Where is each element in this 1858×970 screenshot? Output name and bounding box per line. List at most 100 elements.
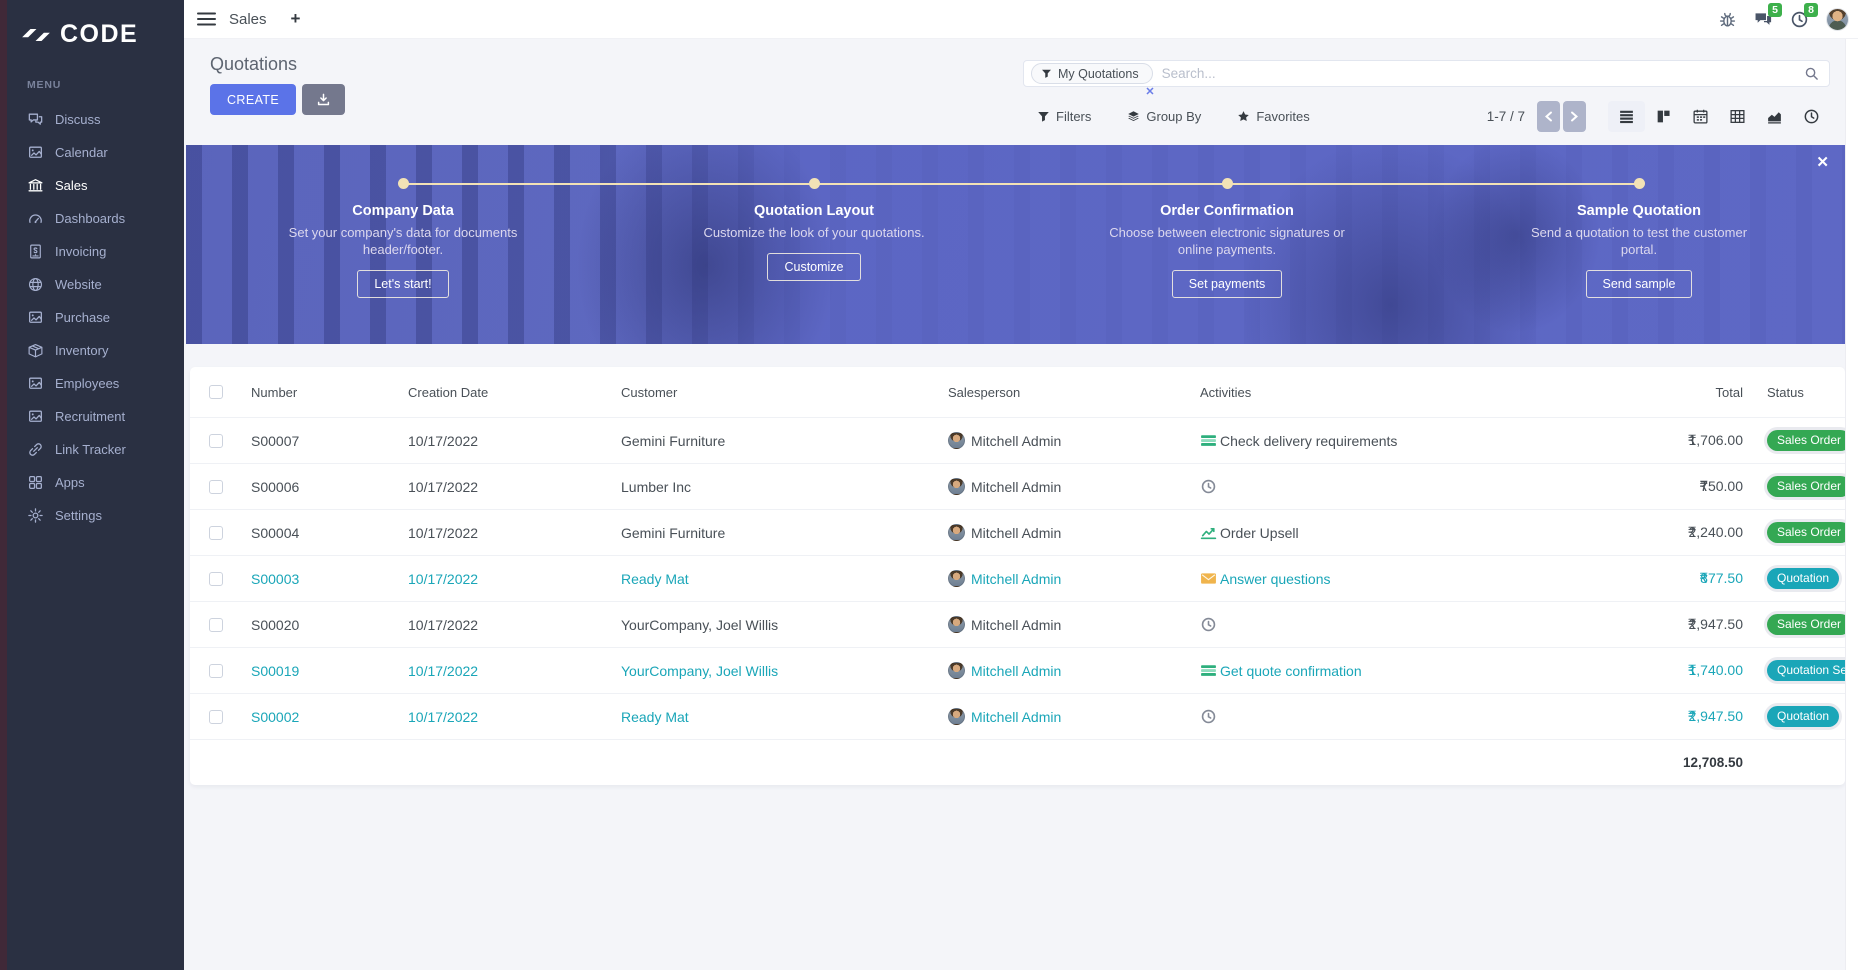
footer-total-sum: 12,708.50 (1682, 755, 1743, 770)
row-checkbox[interactable] (209, 663, 223, 678)
messages-icon (1754, 10, 1773, 29)
row-status-cell: Sales Order (1745, 430, 1845, 451)
topbar-app-title[interactable]: Sales (229, 10, 267, 28)
pivot-view-icon[interactable] (1719, 101, 1756, 132)
user-avatar[interactable] (1826, 7, 1849, 31)
layers-icon (1127, 110, 1140, 123)
add-tab-button[interactable]: + (290, 9, 301, 28)
banner-close-button[interactable]: ✕ (1816, 154, 1829, 171)
favorites-button[interactable]: Favorites (1237, 109, 1310, 124)
create-button[interactable]: CREATE (210, 84, 297, 115)
step-title: Quotation Layout (753, 203, 874, 219)
row-customer-cell: Ready Mat (621, 708, 689, 725)
sidebar-item-sales[interactable]: Sales (7, 169, 184, 202)
graph-view-icon[interactable] (1756, 101, 1793, 132)
screen-icon (27, 144, 44, 161)
sidebar-item-inventory[interactable]: Inventory (7, 334, 184, 367)
sidebar-item-dashboards[interactable]: Dashboards (7, 202, 184, 235)
currency-symbol: ₹ (1699, 478, 1709, 494)
row-activity-cell[interactable]: Check delivery requirements (1183, 432, 1653, 449)
column-header-status[interactable]: Status (1767, 384, 1804, 400)
row-activity-cell[interactable]: Get quote confirmation (1183, 662, 1653, 679)
currency-symbol: ₹ (1699, 570, 1709, 586)
row-salesperson-cell: Mitchell Admin (931, 432, 1183, 449)
row-checkbox[interactable] (209, 479, 223, 494)
step-action-button[interactable]: Customize (767, 252, 861, 281)
table-footer-row: 12,708.50 (190, 739, 1845, 785)
select-all-checkbox[interactable] (209, 385, 223, 399)
search-input[interactable] (1161, 66, 1804, 81)
salesperson-avatar (948, 616, 965, 633)
scrollbar-track[interactable] (1845, 39, 1858, 970)
row-activity-cell[interactable]: Order Upsell (1183, 524, 1653, 541)
search-options-row: Filters Group By Favorites 1-7 / 7 (1023, 101, 1830, 132)
step-action-button[interactable]: Set payments (1171, 269, 1283, 298)
column-header-salesperson[interactable]: Salesperson (948, 384, 1021, 400)
sidebar-item-calendar[interactable]: Calendar (7, 136, 184, 169)
column-header-total[interactable]: Total (1715, 384, 1743, 400)
table-row[interactable]: S00003 10/17/2022 Ready Mat Mitchell Adm… (190, 555, 1845, 601)
clock-icon (1200, 478, 1217, 495)
messages-icon-button[interactable]: 5 (1754, 2, 1782, 29)
trend-up-icon (1200, 524, 1217, 541)
search-facet[interactable]: My Quotations ✕ (1031, 63, 1155, 98)
hamburger-menu-icon[interactable] (193, 8, 220, 30)
activity-view-icon[interactable] (1793, 101, 1830, 132)
sidebar-item-discuss[interactable]: Discuss (7, 103, 184, 136)
list-view-icon[interactable] (1608, 101, 1645, 132)
list-activity-icon (1200, 432, 1217, 449)
bug-icon-button[interactable] (1718, 10, 1737, 29)
search-icon[interactable] (1804, 66, 1819, 81)
sidebar-item-settings[interactable]: Settings (7, 499, 184, 532)
column-header-number[interactable]: Number (251, 384, 298, 400)
calendar-view-icon[interactable] (1682, 101, 1719, 132)
grid-icon (27, 474, 44, 491)
kanban-view-icon[interactable] (1645, 101, 1682, 132)
sidebar-item-employees[interactable]: Employees (7, 367, 184, 400)
step-action-button[interactable]: Send sample (1585, 269, 1693, 298)
table-row[interactable]: S00004 10/17/2022 Gemini Furniture Mitch… (190, 509, 1845, 555)
table-row[interactable]: S00002 10/17/2022 Ready Mat Mitchell Adm… (190, 693, 1845, 739)
row-activity-cell[interactable] (1183, 708, 1653, 725)
row-checkbox[interactable] (209, 525, 223, 540)
salesperson-avatar (948, 708, 965, 725)
pager-next-button[interactable] (1563, 101, 1586, 132)
row-checkbox[interactable] (209, 709, 223, 724)
sidebar-item-invoicing[interactable]: Invoicing (7, 235, 184, 268)
column-header-customer[interactable]: Customer (621, 384, 678, 400)
search-bar[interactable]: My Quotations ✕ (1023, 60, 1830, 98)
column-header-activities[interactable]: Activities (1200, 384, 1252, 400)
onboarding-banner: ✕ Company Data Set your company's data f… (186, 145, 1845, 344)
row-checkbox[interactable] (209, 617, 223, 632)
sidebar-item-link-tracker[interactable]: Link Tracker (7, 433, 184, 466)
activity-clock-icon-button[interactable]: 8 (1790, 2, 1818, 29)
row-activity-cell[interactable] (1183, 478, 1653, 495)
row-salesperson-cell: Mitchell Admin (931, 708, 1183, 725)
table-row[interactable]: S00019 10/17/2022 YourCompany, Joel Will… (190, 647, 1845, 693)
topbar-actions: 5 8 (1718, 2, 1858, 31)
table-row[interactable]: S00006 10/17/2022 Lumber Inc Mitchell Ad… (190, 463, 1845, 509)
row-date-cell: 10/17/2022 (408, 478, 479, 495)
sidebar-item-recruitment[interactable]: Recruitment (7, 400, 184, 433)
onboarding-step: Order Confirmation Choose between electr… (1102, 178, 1352, 298)
row-checkbox[interactable] (209, 571, 223, 586)
app-logo[interactable]: CODE (7, 0, 184, 49)
table-row[interactable]: S00007 10/17/2022 Gemini Furniture Mitch… (190, 417, 1845, 463)
row-checkbox[interactable] (209, 433, 223, 448)
pager-previous-button[interactable] (1537, 101, 1560, 132)
group-by-button[interactable]: Group By (1127, 109, 1201, 124)
column-header-creation-date[interactable]: Creation Date (408, 384, 489, 400)
table-row[interactable]: S00020 10/17/2022 YourCompany, Joel Will… (190, 601, 1845, 647)
filters-button[interactable]: Filters (1037, 109, 1091, 124)
row-customer-cell: YourCompany, Joel Willis (621, 662, 779, 679)
export-button[interactable] (302, 84, 346, 115)
row-activity-cell[interactable]: Answer questions (1183, 570, 1653, 587)
remove-facet-button[interactable]: ✕ (1145, 86, 1155, 98)
sidebar-item-website[interactable]: Website (7, 268, 184, 301)
step-action-button[interactable]: Let's start! (357, 269, 449, 298)
row-number-cell: S00020 (251, 616, 300, 633)
row-activity-cell[interactable] (1183, 616, 1653, 633)
sidebar-item-apps[interactable]: Apps (7, 466, 184, 499)
salesperson-avatar (948, 524, 965, 541)
sidebar-item-purchase[interactable]: Purchase (7, 301, 184, 334)
